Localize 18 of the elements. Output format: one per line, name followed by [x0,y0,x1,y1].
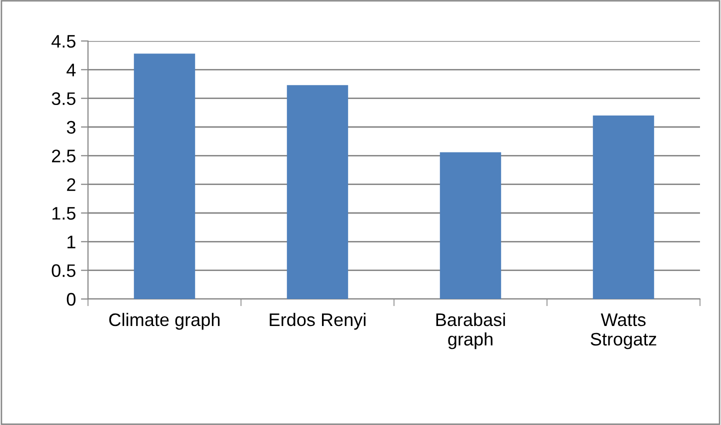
bar [440,152,502,299]
y-tick-label: 3.5 [52,92,76,106]
bar [134,54,196,299]
y-tick-label: 0.5 [52,264,76,278]
x-tick-label: Watts Strogatz [590,314,656,350]
y-tick-label: 0 [66,292,76,306]
x-tick-label: Barabasi graph [436,312,505,350]
y-tick-label: 1.5 [52,207,76,220]
x-tick-label: Climate graph [109,312,220,330]
bar [592,116,654,299]
y-tick-label: 4 [66,64,76,76]
y-tick-label: 2 [67,178,76,191]
y-tick-label: 3 [66,120,76,134]
bar [286,85,348,299]
x-tick-label: Erdos Renyi [270,312,366,330]
y-tick-label: 2.5 [52,150,76,162]
y-tick-label: 1 [68,236,76,248]
y-tick-label: 4.5 [52,35,76,48]
